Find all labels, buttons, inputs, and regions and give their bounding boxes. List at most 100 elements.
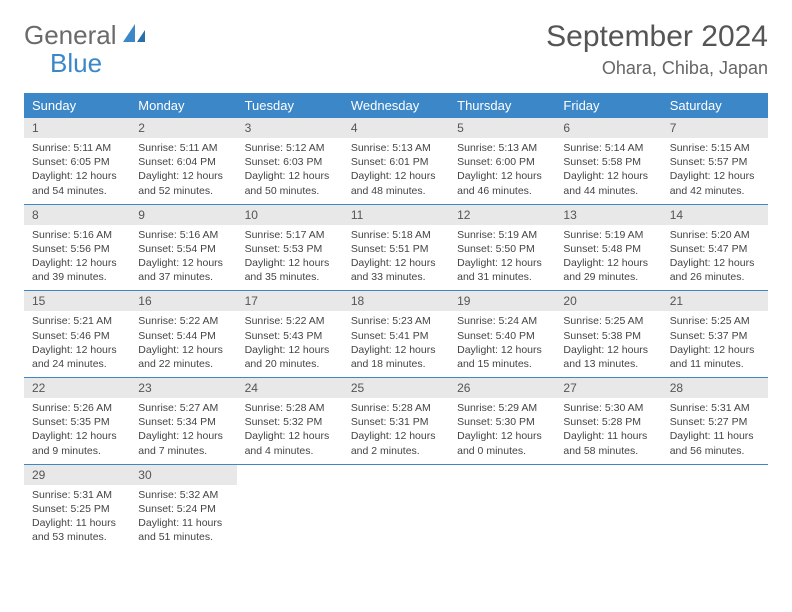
- day-number: 17: [237, 291, 343, 311]
- title-block: September 2024 Ohara, Chiba, Japan: [546, 20, 768, 79]
- calendar-day: 5Sunrise: 5:13 AMSunset: 6:00 PMDaylight…: [449, 118, 555, 204]
- header: General September 2024 Ohara, Chiba, Jap…: [24, 20, 768, 79]
- day-details: Sunrise: 5:31 AMSunset: 5:27 PMDaylight:…: [662, 398, 768, 464]
- calendar-day: 3Sunrise: 5:12 AMSunset: 6:03 PMDaylight…: [237, 118, 343, 204]
- day-number: 27: [555, 378, 661, 398]
- calendar-empty: [237, 464, 343, 550]
- calendar-day: 13Sunrise: 5:19 AMSunset: 5:48 PMDayligh…: [555, 204, 661, 291]
- logo: General: [24, 20, 147, 51]
- day-details: Sunrise: 5:20 AMSunset: 5:47 PMDaylight:…: [662, 225, 768, 291]
- day-details: Sunrise: 5:23 AMSunset: 5:41 PMDaylight:…: [343, 311, 449, 377]
- calendar-day: 6Sunrise: 5:14 AMSunset: 5:58 PMDaylight…: [555, 118, 661, 204]
- calendar-day: 14Sunrise: 5:20 AMSunset: 5:47 PMDayligh…: [662, 204, 768, 291]
- calendar-day: 28Sunrise: 5:31 AMSunset: 5:27 PMDayligh…: [662, 378, 768, 465]
- calendar-week: 15Sunrise: 5:21 AMSunset: 5:46 PMDayligh…: [24, 291, 768, 378]
- day-details: Sunrise: 5:13 AMSunset: 6:01 PMDaylight:…: [343, 138, 449, 204]
- day-number: 5: [449, 118, 555, 138]
- day-details: Sunrise: 5:22 AMSunset: 5:44 PMDaylight:…: [130, 311, 236, 377]
- day-number: 2: [130, 118, 236, 138]
- weekday-header: Wednesday: [343, 93, 449, 118]
- calendar-table: SundayMondayTuesdayWednesdayThursdayFrid…: [24, 93, 768, 550]
- day-number: 6: [555, 118, 661, 138]
- day-number: 9: [130, 205, 236, 225]
- day-details: Sunrise: 5:16 AMSunset: 5:54 PMDaylight:…: [130, 225, 236, 291]
- day-details: Sunrise: 5:25 AMSunset: 5:38 PMDaylight:…: [555, 311, 661, 377]
- calendar-week: 1Sunrise: 5:11 AMSunset: 6:05 PMDaylight…: [24, 118, 768, 204]
- calendar-day: 4Sunrise: 5:13 AMSunset: 6:01 PMDaylight…: [343, 118, 449, 204]
- day-number: 13: [555, 205, 661, 225]
- day-details: Sunrise: 5:11 AMSunset: 6:04 PMDaylight:…: [130, 138, 236, 204]
- day-number: 16: [130, 291, 236, 311]
- day-details: Sunrise: 5:29 AMSunset: 5:30 PMDaylight:…: [449, 398, 555, 464]
- calendar-day: 9Sunrise: 5:16 AMSunset: 5:54 PMDaylight…: [130, 204, 236, 291]
- calendar-day: 30Sunrise: 5:32 AMSunset: 5:24 PMDayligh…: [130, 464, 236, 550]
- location: Ohara, Chiba, Japan: [546, 58, 768, 79]
- day-number: 15: [24, 291, 130, 311]
- day-number: 3: [237, 118, 343, 138]
- calendar-day: 10Sunrise: 5:17 AMSunset: 5:53 PMDayligh…: [237, 204, 343, 291]
- day-details: Sunrise: 5:32 AMSunset: 5:24 PMDaylight:…: [130, 485, 236, 551]
- day-number: 25: [343, 378, 449, 398]
- day-details: Sunrise: 5:18 AMSunset: 5:51 PMDaylight:…: [343, 225, 449, 291]
- day-details: Sunrise: 5:31 AMSunset: 5:25 PMDaylight:…: [24, 485, 130, 551]
- calendar-day: 23Sunrise: 5:27 AMSunset: 5:34 PMDayligh…: [130, 378, 236, 465]
- day-number: 22: [24, 378, 130, 398]
- day-details: Sunrise: 5:14 AMSunset: 5:58 PMDaylight:…: [555, 138, 661, 204]
- logo-text-1: General: [24, 20, 117, 51]
- logo-text-2: Blue: [50, 48, 102, 79]
- calendar-day: 18Sunrise: 5:23 AMSunset: 5:41 PMDayligh…: [343, 291, 449, 378]
- day-number: 7: [662, 118, 768, 138]
- weekday-header: Thursday: [449, 93, 555, 118]
- day-details: Sunrise: 5:16 AMSunset: 5:56 PMDaylight:…: [24, 225, 130, 291]
- calendar-day: 20Sunrise: 5:25 AMSunset: 5:38 PMDayligh…: [555, 291, 661, 378]
- day-details: Sunrise: 5:25 AMSunset: 5:37 PMDaylight:…: [662, 311, 768, 377]
- day-number: 1: [24, 118, 130, 138]
- weekday-header: Sunday: [24, 93, 130, 118]
- calendar-day: 8Sunrise: 5:16 AMSunset: 5:56 PMDaylight…: [24, 204, 130, 291]
- calendar-day: 7Sunrise: 5:15 AMSunset: 5:57 PMDaylight…: [662, 118, 768, 204]
- month-title: September 2024: [546, 20, 768, 54]
- calendar-day: 29Sunrise: 5:31 AMSunset: 5:25 PMDayligh…: [24, 464, 130, 550]
- day-number: 19: [449, 291, 555, 311]
- calendar-day: 21Sunrise: 5:25 AMSunset: 5:37 PMDayligh…: [662, 291, 768, 378]
- weekday-header-row: SundayMondayTuesdayWednesdayThursdayFrid…: [24, 93, 768, 118]
- calendar-week: 8Sunrise: 5:16 AMSunset: 5:56 PMDaylight…: [24, 204, 768, 291]
- calendar-day: 2Sunrise: 5:11 AMSunset: 6:04 PMDaylight…: [130, 118, 236, 204]
- calendar-empty: [449, 464, 555, 550]
- calendar-day: 12Sunrise: 5:19 AMSunset: 5:50 PMDayligh…: [449, 204, 555, 291]
- day-details: Sunrise: 5:24 AMSunset: 5:40 PMDaylight:…: [449, 311, 555, 377]
- day-details: Sunrise: 5:17 AMSunset: 5:53 PMDaylight:…: [237, 225, 343, 291]
- weekday-header: Saturday: [662, 93, 768, 118]
- day-details: Sunrise: 5:13 AMSunset: 6:00 PMDaylight:…: [449, 138, 555, 204]
- calendar-empty: [555, 464, 661, 550]
- day-number: 23: [130, 378, 236, 398]
- weekday-header: Friday: [555, 93, 661, 118]
- day-details: Sunrise: 5:21 AMSunset: 5:46 PMDaylight:…: [24, 311, 130, 377]
- day-details: Sunrise: 5:26 AMSunset: 5:35 PMDaylight:…: [24, 398, 130, 464]
- day-number: 24: [237, 378, 343, 398]
- day-number: 30: [130, 465, 236, 485]
- weekday-header: Monday: [130, 93, 236, 118]
- day-details: Sunrise: 5:19 AMSunset: 5:50 PMDaylight:…: [449, 225, 555, 291]
- day-number: 28: [662, 378, 768, 398]
- day-number: 29: [24, 465, 130, 485]
- calendar-day: 16Sunrise: 5:22 AMSunset: 5:44 PMDayligh…: [130, 291, 236, 378]
- day-details: Sunrise: 5:12 AMSunset: 6:03 PMDaylight:…: [237, 138, 343, 204]
- day-details: Sunrise: 5:28 AMSunset: 5:31 PMDaylight:…: [343, 398, 449, 464]
- calendar-week: 22Sunrise: 5:26 AMSunset: 5:35 PMDayligh…: [24, 378, 768, 465]
- weekday-header: Tuesday: [237, 93, 343, 118]
- day-number: 11: [343, 205, 449, 225]
- day-details: Sunrise: 5:22 AMSunset: 5:43 PMDaylight:…: [237, 311, 343, 377]
- day-details: Sunrise: 5:27 AMSunset: 5:34 PMDaylight:…: [130, 398, 236, 464]
- day-number: 21: [662, 291, 768, 311]
- day-details: Sunrise: 5:30 AMSunset: 5:28 PMDaylight:…: [555, 398, 661, 464]
- calendar-empty: [343, 464, 449, 550]
- day-details: Sunrise: 5:15 AMSunset: 5:57 PMDaylight:…: [662, 138, 768, 204]
- day-number: 14: [662, 205, 768, 225]
- calendar-day: 19Sunrise: 5:24 AMSunset: 5:40 PMDayligh…: [449, 291, 555, 378]
- day-details: Sunrise: 5:28 AMSunset: 5:32 PMDaylight:…: [237, 398, 343, 464]
- calendar-day: 26Sunrise: 5:29 AMSunset: 5:30 PMDayligh…: [449, 378, 555, 465]
- day-number: 4: [343, 118, 449, 138]
- day-number: 12: [449, 205, 555, 225]
- day-number: 20: [555, 291, 661, 311]
